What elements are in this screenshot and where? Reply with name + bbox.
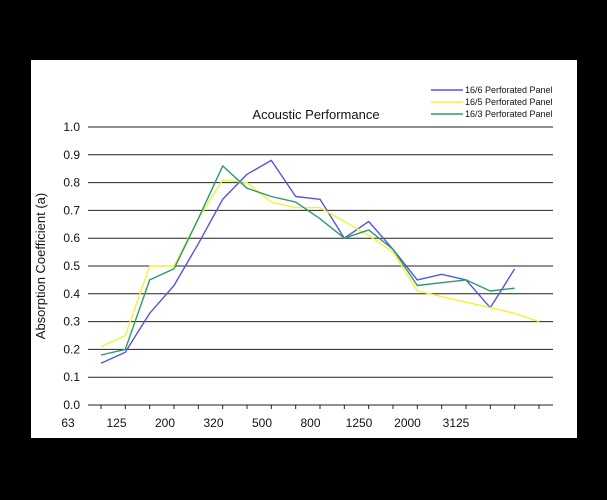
x-tick-label: 125 bbox=[106, 416, 126, 430]
y-tick-label: 0.3 bbox=[63, 315, 80, 329]
x-tick-label: 320 bbox=[203, 416, 223, 430]
x-tick-label: 1250 bbox=[346, 416, 373, 430]
x-tick-label: 2000 bbox=[394, 416, 421, 430]
y-tick-label: 1.0 bbox=[63, 120, 80, 134]
x-tick-label: 3125 bbox=[443, 416, 470, 430]
y-tick-labels: 0.0 0.1 0.2 0.3 0.4 0.5 0.6 0.7 0.8 0.9 1.0 bbox=[63, 120, 80, 412]
y-tick-label: 0.1 bbox=[63, 370, 80, 384]
y-tick-label: 0.0 bbox=[63, 398, 80, 412]
y-tick-label: 0.5 bbox=[63, 259, 80, 273]
y-tick-label: 0.8 bbox=[63, 176, 80, 190]
legend-label: 16/5 Perforated Panel bbox=[465, 97, 553, 107]
chart-title: Acoustic Performance bbox=[252, 107, 379, 122]
series-line-2 bbox=[100, 179, 540, 348]
legend: 16/6 Perforated Panel 16/5 Perforated Pan… bbox=[431, 85, 553, 119]
y-axis-label: Absorption Coefficient (a) bbox=[33, 193, 48, 339]
gridlines bbox=[88, 126, 553, 409]
x-tick-label: 500 bbox=[252, 416, 272, 430]
chart-svg: Acoustic Performance Absorption Coeffici… bbox=[33, 85, 553, 430]
y-tick-label: 0.2 bbox=[63, 342, 80, 356]
legend-label: 16/6 Perforated Panel bbox=[465, 85, 553, 95]
y-tick-label: 0.6 bbox=[63, 231, 80, 245]
y-tick-label: 0.4 bbox=[63, 287, 80, 301]
x-tick-labels: 63 125 200 320 500 800 1250 2000 3125 bbox=[61, 416, 469, 430]
chart-panel: Acoustic Performance Absorption Coeffici… bbox=[31, 60, 577, 438]
x-tick-label: 800 bbox=[300, 416, 320, 430]
series-line-3 bbox=[100, 165, 515, 356]
series-line-1 bbox=[100, 159, 516, 364]
x-tick-label: 200 bbox=[155, 416, 175, 430]
y-tick-label: 0.9 bbox=[63, 148, 80, 162]
x-tick-label: 63 bbox=[61, 416, 75, 430]
y-tick-label: 0.7 bbox=[63, 203, 80, 217]
series-lines bbox=[100, 159, 540, 364]
legend-label: 16/3 Perforated Panel bbox=[465, 109, 553, 119]
